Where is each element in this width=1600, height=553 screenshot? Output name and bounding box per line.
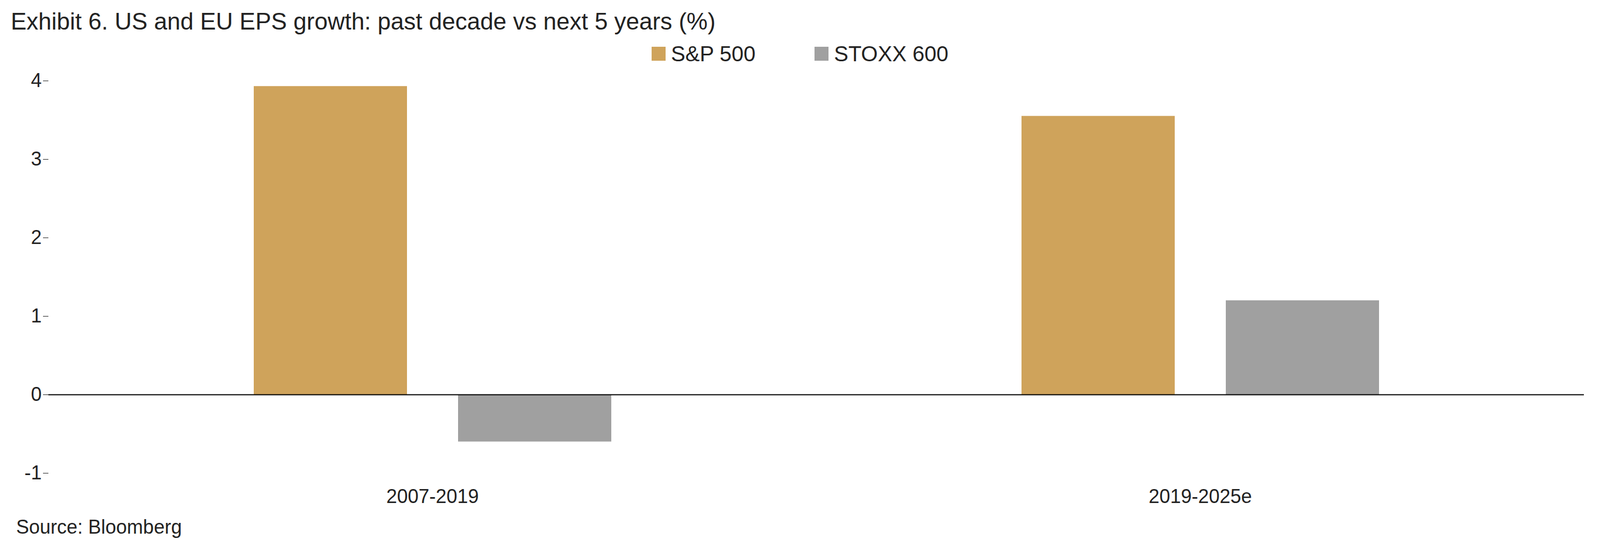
html-text:Exhibit 6. US and EU EPS growt: Exhibit 6. US and EU EPS growth: past de… (10, 8, 716, 35)
html-text:S&P 500: S&P 500 (670, 41, 756, 66)
svg-text:-1: -1 (24, 461, 42, 484)
svg-text:2019-2025e: 2019-2025e (1148, 485, 1252, 508)
html-text:Source: Bloomberg: Source: Bloomberg (16, 516, 182, 539)
svg-text:2007-2019: 2007-2019 (386, 485, 479, 508)
svg-text:4: 4 (30, 69, 42, 92)
svg-text:3: 3 (30, 147, 42, 170)
svg-text:0: 0 (30, 383, 42, 406)
svg-text:1: 1 (30, 304, 42, 327)
svg-text:2: 2 (30, 226, 42, 249)
html-text:STOXX 600: STOXX 600 (833, 41, 949, 66)
